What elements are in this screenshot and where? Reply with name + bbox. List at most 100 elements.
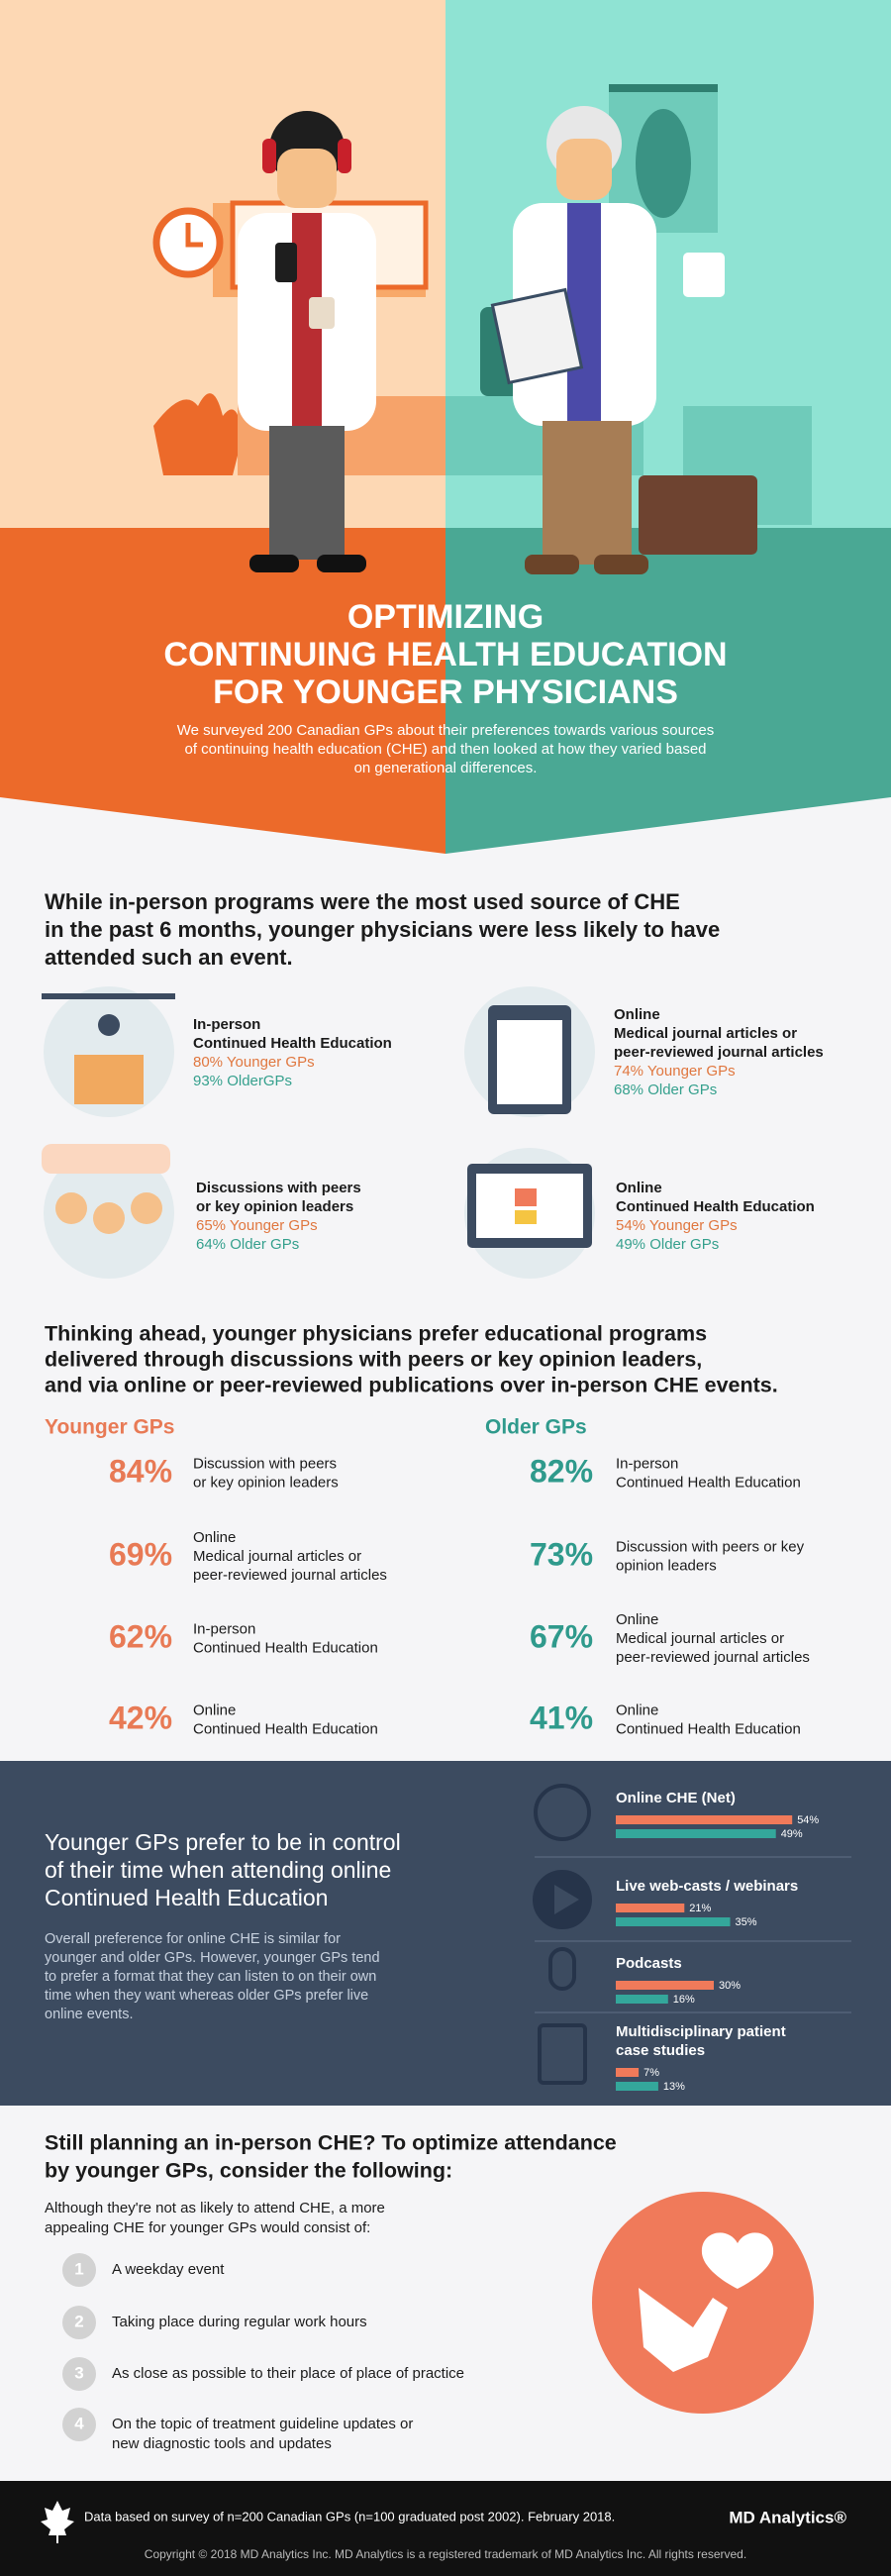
hero-floor-left [0,528,446,854]
mug [683,253,725,297]
source-label: Online [614,1006,660,1023]
logo: MD Analytics® [729,2508,846,2526]
bar [616,1917,731,1926]
bar [616,2082,658,2091]
bar-value-label: 13% [663,2081,685,2093]
online-body: to prefer a format that they can listen … [45,1969,376,1985]
list-item: new diagnostic tools and updates [112,2435,332,2452]
hero-floor-right [446,528,891,854]
title-line: CONTINUING HEALTH EDUCATION [163,636,727,673]
source-label: or key opinion leaders [196,1198,353,1215]
bar [616,1829,776,1838]
younger-share: 65% Younger GPs [196,1217,318,1234]
bar [616,1815,793,1824]
older-share: 68% Older GPs [614,1082,717,1098]
bar [616,1995,668,2004]
preference-label: Discussion with peers [193,1455,337,1472]
phone [275,243,297,282]
section-heading: Still planning an in-person CHE? To opti… [45,2131,617,2155]
old-face [556,139,612,200]
list-item: Taking place during regular work hours [112,2314,367,2330]
subtitle-line: of continuing health education (CHE) and… [184,741,706,758]
briefcase [639,475,757,555]
online-body: younger and older GPs. However, younger … [45,1950,380,1966]
clipboard-icon [538,2023,587,2085]
category-label: Multidisciplinary patient case studies [616,2023,786,2059]
shoe [594,555,648,574]
online-heading: Younger GPs prefer to be in control [45,1829,401,1855]
icon-person [93,1202,125,1234]
icon-page [497,1020,562,1104]
online-heading: Continued Health Education [45,1885,328,1910]
list-item: On the topic of treatment guideline upda… [112,2416,413,2432]
preference-label: Medical journal articles or [616,1630,784,1647]
list-number-circle [62,2357,96,2391]
bar [616,1904,685,1912]
section-heading: and via online or peer-reviewed publicat… [45,1374,778,1397]
icon-person [131,1192,162,1224]
planning-intro: appealing CHE for younger GPs would cons… [45,2219,370,2236]
younger-share: 80% Younger GPs [193,1054,315,1071]
preference-label: opinion leaders [616,1557,717,1574]
source-label: Continued Health Education [616,1198,815,1215]
online-body: online events. [45,2007,133,2022]
shoe [249,555,299,572]
icon-block [515,1210,537,1224]
heart [701,2232,774,2289]
source-label: Online [616,1180,662,1196]
younger-share: 74% Younger GPs [614,1063,736,1080]
preference-label: Online [616,1611,658,1628]
preference-value: 42% [109,1700,172,1735]
group-title: Younger GPs [45,1416,174,1439]
preference-label: Online [193,1701,236,1718]
newspaper [490,287,584,385]
preference-label: or key opinion leaders [193,1474,339,1491]
list-number-circle [62,2408,96,2441]
subtitle-line: on generational differences. [354,760,538,776]
preference-label: Online [616,1701,658,1718]
preference-label: Online [193,1529,236,1546]
preference-label: Continued Health Education [193,1639,378,1656]
source-label: peer-reviewed journal articles [614,1044,824,1061]
mic-icon [548,1947,576,1991]
shoe [317,555,366,572]
list-item: As close as possible to their place of p… [112,2365,464,2382]
subtitle-line: We surveyed 200 Canadian GPs about their… [177,722,715,739]
bar-value-label: 7% [644,2067,659,2079]
bar [616,1981,714,1990]
list-item: A weekday event [112,2261,225,2278]
list-number: 1 [74,2259,83,2278]
play-triangle [554,1885,579,1914]
source-label: In-person [193,1016,260,1033]
headphones [262,139,276,173]
preference-label: Continued Health Education [193,1720,378,1737]
planning-intro: Although they're not as likely to attend… [45,2200,385,2216]
bar-value-label: 49% [781,1828,803,1840]
bar-value-label: 16% [673,1994,695,2006]
bar [616,2068,640,2077]
hand-heart-circle [592,2192,814,2414]
list-number-circle [62,2253,96,2287]
category-label: Live web-casts / webinars [616,1878,798,1895]
online-heading: of their time when attending online [45,1857,391,1883]
title-line: FOR YOUNGER PHYSICIANS [213,673,678,711]
group-title: Older GPs [485,1416,587,1439]
section-heading: delivered through discussions with peers… [45,1348,702,1372]
copyright: Copyright © 2018 MD Analytics Inc. MD An… [145,2547,746,2561]
headphones [338,139,351,173]
older-share: 49% Older GPs [616,1236,719,1253]
preference-value: 62% [109,1618,172,1654]
xray-body [636,109,691,218]
preference-value: 69% [109,1536,172,1572]
bar-value-label: 54% [797,1814,819,1826]
section-heading: attended such an event. [45,945,293,970]
preference-label: Medical journal articles or [193,1548,361,1565]
younger-share: 54% Younger GPs [616,1217,738,1234]
icon-speaker [98,1014,120,1036]
preference-label: In-person [193,1620,255,1637]
source-label: Continued Health Education [193,1035,392,1052]
icon-screen [42,993,175,999]
category-label: Podcasts [616,1955,682,1972]
